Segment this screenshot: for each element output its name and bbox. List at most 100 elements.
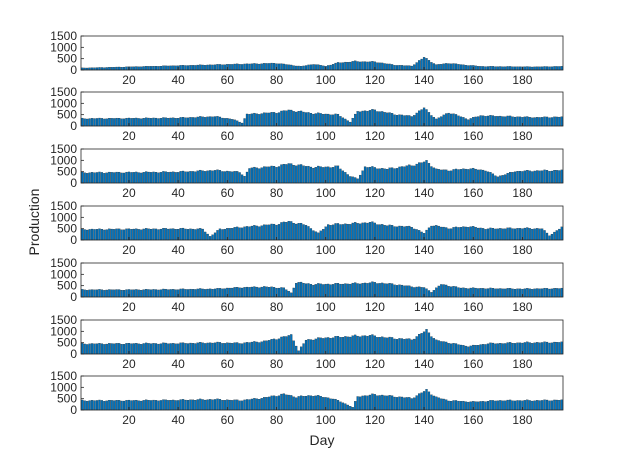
bar — [317, 165, 320, 184]
bar — [339, 401, 342, 411]
bar — [258, 342, 261, 355]
bar — [280, 336, 283, 355]
bar — [295, 397, 298, 411]
bar — [363, 395, 367, 411]
bar — [319, 230, 322, 241]
bar — [462, 400, 465, 411]
bar — [140, 344, 143, 355]
bar — [299, 281, 303, 298]
bar — [477, 66, 480, 71]
bar — [410, 165, 413, 184]
bar — [442, 63, 445, 71]
bar — [486, 288, 490, 298]
bar — [201, 64, 204, 71]
bar — [113, 229, 116, 241]
bar — [95, 118, 99, 127]
x-tick-label: 160 — [463, 413, 483, 427]
bar — [233, 119, 236, 127]
bar — [233, 342, 236, 355]
bar — [398, 225, 401, 241]
bar — [172, 399, 175, 411]
bar — [280, 164, 283, 184]
bar — [504, 174, 507, 184]
bar — [538, 288, 541, 298]
bar — [189, 399, 192, 411]
bar — [489, 342, 492, 355]
bar — [233, 171, 236, 184]
bar — [100, 343, 104, 355]
bar — [253, 286, 256, 298]
bar — [334, 336, 337, 355]
bar — [420, 231, 423, 241]
bar — [336, 283, 340, 298]
bar — [513, 400, 517, 411]
bar — [531, 289, 534, 298]
bar — [494, 400, 497, 411]
bar — [425, 288, 428, 298]
bar — [157, 229, 160, 241]
y-tick-label: 500 — [57, 279, 77, 293]
bar — [147, 228, 150, 241]
bar — [516, 400, 519, 411]
bar — [115, 289, 118, 298]
bar — [199, 398, 202, 411]
bar — [270, 112, 273, 127]
bar — [81, 399, 84, 411]
bar — [550, 233, 554, 241]
bar — [449, 63, 453, 71]
bar — [359, 174, 362, 184]
bar — [258, 398, 261, 411]
bar — [363, 222, 367, 241]
y-tick-label: 0 — [70, 347, 77, 361]
bar — [135, 171, 138, 184]
bar — [292, 111, 295, 127]
bar — [327, 337, 330, 355]
x-tick-label: 20 — [122, 300, 136, 314]
bar — [154, 228, 158, 241]
bar — [204, 117, 207, 127]
bar — [356, 61, 359, 71]
bar — [420, 58, 423, 71]
bar — [398, 166, 401, 184]
bar — [560, 116, 563, 127]
bar — [464, 345, 467, 355]
bar — [299, 164, 303, 184]
bar — [309, 166, 313, 184]
bar — [381, 62, 384, 71]
bar — [149, 66, 153, 71]
bar — [501, 116, 504, 127]
bar — [277, 112, 281, 127]
bar — [356, 223, 359, 241]
bar — [410, 286, 413, 298]
bar — [258, 168, 261, 184]
bar — [152, 66, 155, 71]
bar — [93, 118, 96, 127]
bar — [108, 171, 111, 184]
bar — [518, 116, 522, 127]
bar — [368, 166, 372, 184]
bar — [528, 228, 531, 241]
x-tick-label: 120 — [365, 300, 385, 314]
bar — [253, 112, 256, 127]
bar — [243, 287, 246, 298]
bar — [349, 121, 352, 127]
y-tick-label: 1500 — [50, 29, 77, 43]
bar — [194, 65, 197, 71]
bar — [513, 288, 517, 298]
bar — [135, 399, 138, 411]
bar — [536, 288, 539, 298]
bar — [115, 400, 118, 411]
bar — [86, 229, 89, 241]
bar — [307, 339, 310, 355]
bar — [371, 393, 374, 411]
bar — [245, 113, 249, 127]
y-tick-label: 500 — [57, 108, 77, 122]
bar — [418, 162, 421, 184]
bar — [390, 167, 394, 184]
x-tick-label: 20 — [122, 186, 136, 200]
bar — [236, 63, 239, 71]
bar — [115, 171, 118, 184]
bar — [484, 401, 487, 411]
